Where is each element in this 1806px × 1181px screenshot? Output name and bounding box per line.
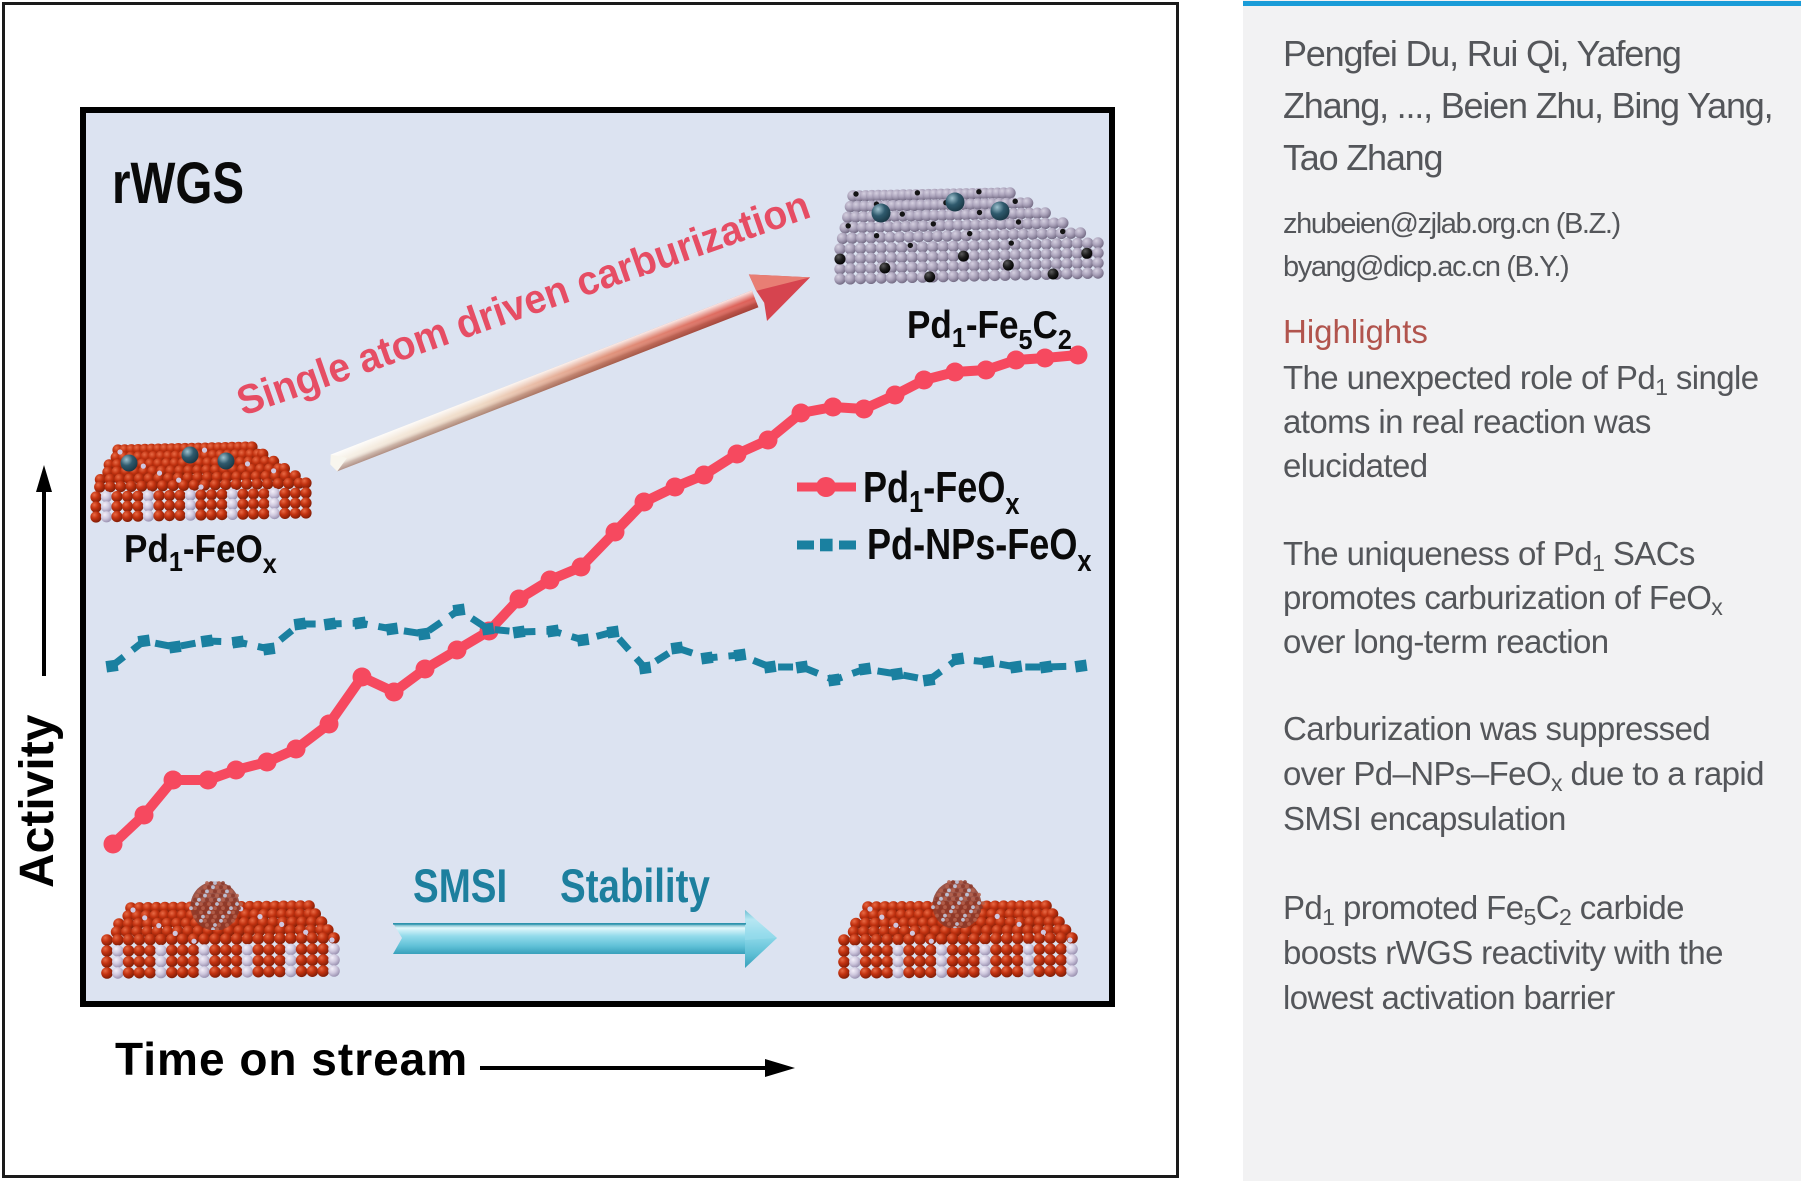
svg-text:rWGS: rWGS: [112, 152, 244, 217]
svg-text:Activity: Activity: [11, 714, 64, 888]
svg-text:Pd-NPs-FeOx: Pd-NPs-FeOx: [867, 520, 1092, 579]
svg-text:Time on stream: Time on stream: [115, 1033, 468, 1085]
svg-text:SMSI: SMSI: [413, 860, 507, 912]
svg-text:Stability: Stability: [560, 860, 710, 912]
svg-text:Pd1-FeOx: Pd1-FeOx: [863, 463, 1020, 522]
